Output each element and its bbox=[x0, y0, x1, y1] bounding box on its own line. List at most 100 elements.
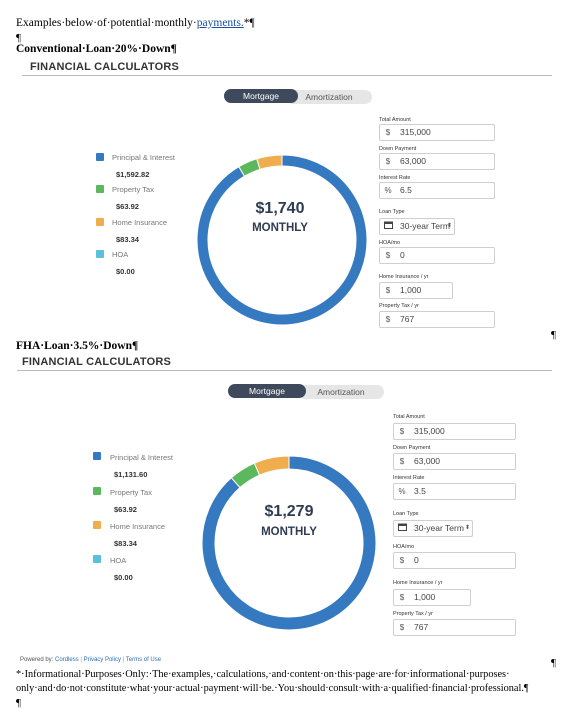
separator: | bbox=[80, 657, 82, 663]
legend-label-principal: Principal & Interest bbox=[112, 153, 175, 162]
dollar-prefix: $ bbox=[385, 251, 391, 260]
section-title-conventional: Conventional·Loan·20%·Down¶ bbox=[16, 43, 177, 55]
legend-label-home-insurance: Home Insurance bbox=[110, 522, 166, 531]
divider bbox=[17, 370, 552, 371]
calendar-icon bbox=[380, 219, 396, 234]
legend-value-hoa: $0.00 bbox=[116, 267, 135, 276]
intro-text: Examples·below·of·potential·monthly· bbox=[16, 17, 197, 29]
legend-value-property-tax: $63.92 bbox=[116, 202, 139, 211]
chevron-updown-icon: ⬍ bbox=[446, 223, 452, 229]
total-amount-input[interactable]: $315,000 bbox=[393, 423, 516, 440]
legend-value-property-tax: $63.92 bbox=[114, 505, 137, 514]
legend-label-hoa: HOA bbox=[110, 556, 127, 565]
down-payment-label: Down Payment bbox=[393, 445, 431, 451]
divider bbox=[22, 75, 552, 76]
disclaimer-line-2: only·and·do·not·constitute·what·your·act… bbox=[16, 683, 529, 694]
disclaimer-line-1: *·Informational·Purposes·Only:·The·examp… bbox=[16, 669, 510, 680]
legend-label-principal: Principal & Interest bbox=[110, 453, 173, 462]
calculator-title: FINANCIAL CALCULATORS bbox=[22, 356, 172, 368]
property-tax-label: Property Tax / yr bbox=[379, 303, 419, 309]
pilcrow: ¶ bbox=[16, 32, 21, 44]
percent-prefix: % bbox=[398, 487, 406, 496]
legend-value-home-insurance: $83.34 bbox=[114, 539, 137, 548]
property-tax-input[interactable]: $767 bbox=[393, 619, 516, 636]
dollar-prefix: $ bbox=[399, 457, 405, 466]
down-payment-label: Down Payment bbox=[379, 146, 417, 152]
tab-mortgage[interactable]: Mortgage bbox=[228, 384, 306, 398]
intro-end: *¶ bbox=[243, 17, 255, 29]
home-insurance-input[interactable]: $1,000 bbox=[393, 589, 471, 606]
home-insurance-label: Home Insurance / yr bbox=[379, 274, 429, 280]
legend-swatch-principal bbox=[96, 153, 104, 161]
donut-slice-home-insurance bbox=[253, 455, 290, 476]
legend-value-principal: $1,592.82 bbox=[116, 170, 150, 179]
monthly-amount: $1,740 bbox=[255, 200, 305, 217]
down-payment-input[interactable]: $63,000 bbox=[393, 453, 516, 470]
legend-swatch-hoa bbox=[96, 250, 104, 258]
privacy-policy-link[interactable]: Privacy Policy bbox=[83, 657, 121, 663]
payments-link[interactable]: payments. bbox=[196, 17, 244, 29]
pilcrow: ¶ bbox=[551, 329, 556, 341]
interest-rate-label: Interest Rate bbox=[393, 475, 425, 481]
loan-type-select[interactable]: 30-year Term ⬍ bbox=[393, 520, 473, 537]
dollar-prefix: $ bbox=[399, 556, 405, 565]
legend-label-hoa: HOA bbox=[112, 250, 129, 259]
separator: | bbox=[122, 657, 125, 663]
legend-value-hoa: $0.00 bbox=[114, 573, 133, 582]
property-tax-label: Property Tax / yr bbox=[393, 611, 433, 617]
calculator-title: FINANCIAL CALCULATORS bbox=[30, 61, 180, 73]
dollar-prefix: $ bbox=[385, 286, 391, 295]
legend-swatch-home-insurance bbox=[93, 521, 101, 529]
interest-rate-input[interactable]: % 3.5 bbox=[393, 483, 516, 500]
pilcrow: ¶ bbox=[16, 697, 21, 709]
home-insurance-input[interactable]: $1,000 bbox=[379, 282, 453, 299]
dollar-prefix: $ bbox=[385, 128, 391, 137]
powered-by-label: Powered by: bbox=[20, 657, 54, 663]
home-insurance-label: Home Insurance / yr bbox=[393, 580, 443, 586]
hoa-input[interactable]: $0 bbox=[393, 552, 516, 569]
terms-of-use-link[interactable]: Terms of Use bbox=[125, 657, 162, 663]
legend-swatch-hoa bbox=[93, 555, 101, 563]
total-amount-label: Total Amount bbox=[379, 117, 411, 123]
monthly-label: MONTHLY bbox=[252, 222, 308, 234]
legend-swatch-property-tax bbox=[93, 487, 101, 495]
total-amount-label: Total Amount bbox=[393, 414, 425, 420]
percent-prefix: % bbox=[384, 186, 392, 195]
donut-slice-principal-interest bbox=[201, 455, 377, 631]
tab-amortization[interactable]: Amortization bbox=[298, 385, 384, 399]
loan-type-label: Loan Type bbox=[379, 209, 405, 215]
legend-swatch-property-tax bbox=[96, 185, 104, 193]
down-payment-input[interactable]: $63,000 bbox=[379, 153, 495, 170]
dollar-prefix: $ bbox=[385, 157, 391, 166]
tab-amortization[interactable]: Amortization bbox=[286, 90, 372, 104]
interest-rate-input[interactable]: % 6.5 bbox=[379, 182, 495, 199]
donut-slice-principal-interest bbox=[196, 154, 368, 326]
pilcrow: ¶ bbox=[551, 657, 556, 669]
hoa-input[interactable]: $0 bbox=[379, 247, 495, 264]
tab-mortgage[interactable]: Mortgage bbox=[224, 89, 298, 103]
legend-value-principal: $1,131.60 bbox=[114, 470, 148, 479]
dollar-prefix: $ bbox=[399, 427, 405, 436]
intro-paragraph: Examples·below·of·potential·monthly·paym… bbox=[16, 17, 255, 29]
loan-type-select[interactable]: 30-year Term ⬍ bbox=[379, 218, 455, 235]
payment-donut-chart bbox=[196, 154, 368, 326]
interest-rate-label: Interest Rate bbox=[379, 175, 411, 181]
legend-swatch-principal bbox=[93, 452, 101, 460]
legend-label-home-insurance: Home Insurance bbox=[112, 218, 168, 227]
loan-type-label: Loan Type bbox=[393, 511, 419, 517]
legend-swatch-home-insurance bbox=[96, 218, 104, 226]
donut-slice-home-insurance bbox=[256, 154, 283, 170]
legend-label-property-tax: Property Tax bbox=[112, 185, 154, 194]
calculator-footer: Powered by: Cordless | Privacy Policy | … bbox=[20, 657, 161, 663]
cordless-link[interactable]: Cordless bbox=[55, 657, 79, 663]
section-title-fha: FHA·Loan·3.5%·Down¶ bbox=[16, 340, 139, 352]
legend-label-property-tax: Property Tax bbox=[110, 488, 152, 497]
monthly-amount: $1,279 bbox=[264, 503, 314, 520]
hoa-label: HOA/mo bbox=[379, 240, 401, 246]
monthly-label: MONTHLY bbox=[261, 526, 317, 538]
total-amount-input[interactable]: $315,000 bbox=[379, 124, 495, 141]
payment-donut-chart bbox=[201, 455, 377, 631]
property-tax-input[interactable]: $767 bbox=[379, 311, 495, 328]
dollar-prefix: $ bbox=[399, 593, 405, 602]
hoa-label: HOA/mo bbox=[393, 544, 415, 550]
